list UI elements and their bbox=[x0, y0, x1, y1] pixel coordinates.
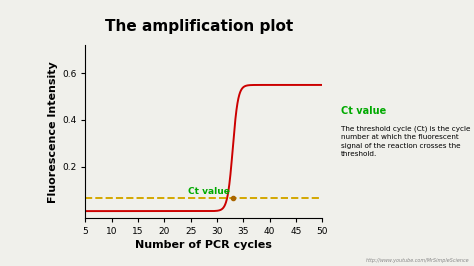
Y-axis label: Fluorescence Intensity: Fluorescence Intensity bbox=[48, 61, 58, 202]
X-axis label: Number of PCR cycles: Number of PCR cycles bbox=[136, 240, 272, 250]
Text: The threshold cycle (Ct) is the cycle
number at which the fluorescent
signal of : The threshold cycle (Ct) is the cycle nu… bbox=[341, 125, 471, 157]
Text: http://www.youtube.com/MrSimpleScience: http://www.youtube.com/MrSimpleScience bbox=[365, 258, 469, 263]
Text: Ct value: Ct value bbox=[341, 106, 386, 117]
Text: The amplification plot: The amplification plot bbox=[105, 19, 293, 34]
Text: Ct value: Ct value bbox=[188, 187, 230, 196]
